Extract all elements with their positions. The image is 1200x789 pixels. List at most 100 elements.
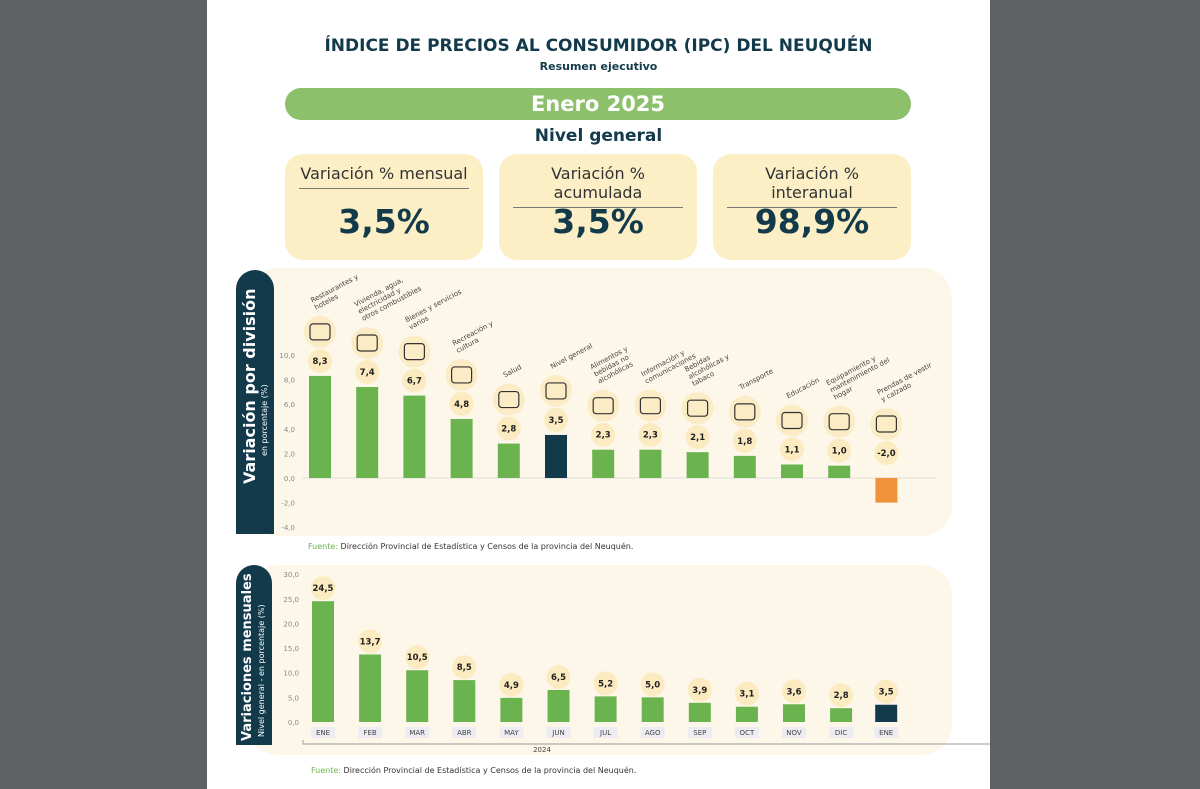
card-value: 3,5% (338, 202, 430, 241)
bar (312, 601, 334, 722)
bar-value-label: 24,5 (313, 584, 334, 594)
bar (406, 670, 429, 722)
bar-value-label: 7,4 (360, 368, 375, 378)
bar (828, 465, 851, 478)
month-chip (640, 727, 665, 738)
value-bubble (402, 368, 427, 393)
x-tick-label: JUN (551, 729, 564, 737)
y-tick-label: 4,0 (284, 426, 295, 434)
suitcase-icon (304, 315, 336, 348)
bar-value-label: 4,8 (454, 400, 469, 410)
bar-value-label: 3,6 (786, 687, 801, 697)
bar (830, 708, 853, 722)
tshirt-shoe-icon (870, 408, 903, 440)
food-bowl-icon (540, 374, 572, 407)
category-label: Educación (785, 376, 821, 400)
y-tick-label: 5,0 (288, 694, 299, 702)
category-label: Transporte (737, 367, 774, 392)
bar (545, 434, 567, 478)
y-tick-label: 2,0 (284, 450, 295, 458)
bar-value-label: 3,5 (548, 416, 563, 426)
x-tick-label: OCT (740, 729, 755, 737)
value-bubble (308, 348, 332, 373)
category-label: Prendas de vestiry calzado (876, 361, 937, 404)
value-bubble (355, 359, 380, 384)
x-tick-label: MAY (504, 729, 519, 737)
x-tick-label: ENE (879, 729, 893, 737)
washing-machine-icon (828, 413, 850, 431)
bar-value-label: 10,5 (407, 653, 428, 663)
x-tick-label: ENE (316, 729, 330, 737)
bar-value-label: 1,8 (737, 437, 752, 447)
value-bubble (734, 681, 759, 706)
y-tick-label: 20,0 (283, 620, 299, 628)
card-interanual: Variación % interanual 98,9% (713, 154, 911, 260)
card-value: 3,5% (552, 202, 644, 241)
value-bubble (496, 416, 521, 441)
tshirt-shoe-icon (875, 415, 898, 433)
division-side-label: Variación por división en porcentaje (%) (236, 270, 274, 534)
bar (875, 704, 898, 722)
bar (688, 702, 711, 722)
report-page: ÍNDICE DE PRECIOS AL CONSUMIDOR (IPC) DE… (207, 0, 990, 789)
source-text: Dirección Provincial de Estadística y Ce… (343, 766, 637, 775)
month-chip (829, 727, 854, 738)
month-chip (358, 727, 383, 738)
value-bubble (311, 576, 335, 601)
period-banner: Enero 2025 (285, 88, 911, 120)
value-bubble (874, 441, 899, 465)
source-label: Fuente: (311, 766, 341, 775)
value-bubble (827, 438, 852, 463)
card-value: 98,9% (754, 202, 870, 241)
bar-value-label: 5,0 (645, 680, 660, 690)
month-chip (405, 727, 430, 738)
bar (356, 386, 379, 478)
bar-value-label: 2,1 (690, 433, 705, 443)
group-bracket-2024 (302, 740, 990, 745)
bar (359, 654, 382, 722)
bar (592, 449, 615, 478)
bar-value-label: 2,8 (501, 425, 516, 435)
x-tick-label: MAR (409, 729, 425, 737)
y-tick-label: -2,0 (281, 500, 295, 508)
source-label: Fuente: (308, 542, 338, 551)
monthly-side-label: Variaciones mensuales Nivel general - en… (236, 565, 272, 745)
chart1-source: Fuente: Dirección Provincial de Estadíst… (308, 542, 633, 551)
bar-value-label: 3,1 (739, 690, 754, 700)
value-bubble (874, 679, 899, 704)
value-bubble (544, 407, 568, 432)
card-label: Variación % mensual (299, 164, 469, 189)
category-label: Nivel general (549, 342, 594, 371)
bar (500, 697, 523, 722)
bar (686, 452, 709, 478)
beach-umbrella-icon (451, 366, 473, 384)
month-chip (687, 727, 712, 738)
bar (733, 455, 756, 478)
wine-bottle-icon (681, 392, 714, 425)
y-tick-label: 10,0 (279, 352, 295, 360)
scissors-card-icon (403, 342, 425, 361)
suitcase-icon (309, 323, 331, 341)
x-tick-label: JUL (599, 729, 611, 737)
month-chip (311, 727, 335, 738)
bar-value-label: 5,2 (598, 679, 613, 689)
bar (875, 478, 898, 503)
value-bubble (499, 672, 524, 697)
smartphone-icon (639, 397, 661, 415)
bar-value-label: 2,8 (834, 691, 849, 701)
bar-value-label: 2,3 (643, 431, 658, 441)
month-chip (499, 727, 524, 738)
report-title: ÍNDICE DE PRECIOS AL CONSUMIDOR (IPC) DE… (324, 36, 873, 56)
bar (639, 449, 662, 478)
card-label: Variación % interanual (727, 164, 897, 208)
y-tick-label: 6,0 (284, 401, 295, 409)
y-tick-label: -4,0 (281, 524, 295, 532)
health-shield-icon (498, 390, 520, 409)
value-bubble (593, 671, 618, 696)
value-bubble (546, 664, 571, 689)
month-chip (874, 727, 899, 738)
bar (497, 443, 520, 478)
card-acumulada: Variación % acumulada 3,5% (499, 154, 697, 260)
bar-value-label: -2,0 (877, 449, 896, 459)
bar-value-label: 3,9 (692, 686, 707, 696)
